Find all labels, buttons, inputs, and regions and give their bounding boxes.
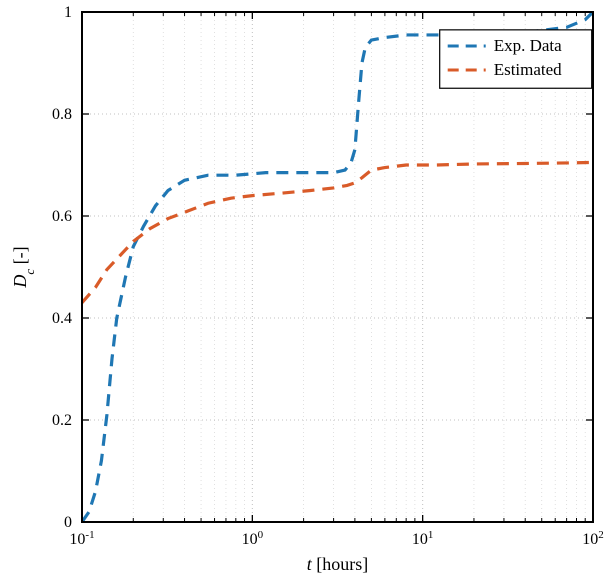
legend: Exp. Data Estimated [440,30,592,88]
y-tick-label: 0.6 [52,208,72,225]
y-tick-label: 0.2 [52,412,72,429]
x-axis-label: t [hours] [307,554,369,574]
y-tick-label: 0.8 [52,106,72,123]
x-tick-label: 10-1 [69,529,94,548]
y-axis-label: Dc [-] [10,246,37,288]
y-tick-label: 1 [64,4,72,21]
x-tick-label: 100 [242,529,264,548]
x-tick-label: 102 [582,529,604,548]
degree-of-cure-chart: 10-1 100 101 102 0 0.2 0.4 0.6 0.8 1 t [hours] Dc [… [0,0,613,582]
y-tick-label: 0 [64,514,72,531]
x-tick-label: 101 [412,529,434,548]
legend-label: Exp. Data [494,36,562,55]
legend-label: Estimated [494,60,562,79]
y-tick-label: 0.4 [52,310,72,327]
